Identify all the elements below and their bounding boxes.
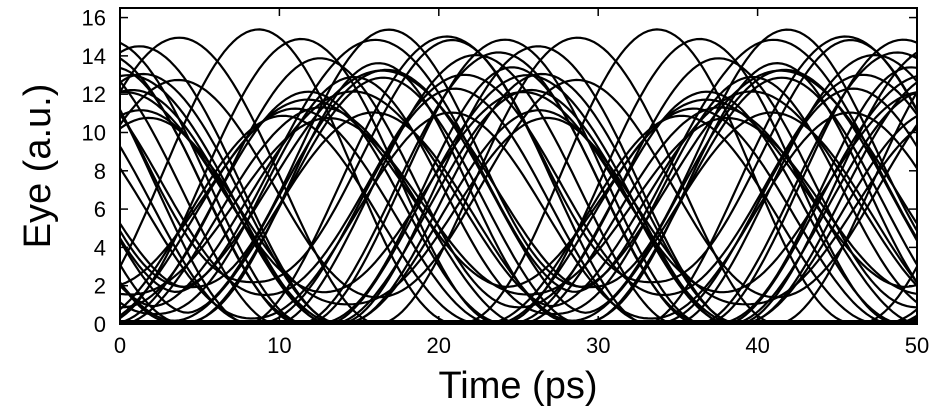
eye-trace — [120, 57, 917, 309]
x-tick-label: 30 — [586, 333, 610, 358]
eye-trace — [120, 28, 917, 289]
x-axis-title: Time (ps) — [438, 365, 597, 407]
eye-trace — [120, 37, 917, 324]
y-axis-ticks: 0 2 4 6 8 10 12 14 16 — [82, 6, 917, 337]
eye-trace — [120, 116, 917, 306]
x-tick-label: 10 — [267, 333, 291, 358]
y-tick-label: 0 — [94, 312, 106, 337]
eye-trace — [120, 38, 917, 324]
y-tick-label: 14 — [82, 44, 106, 69]
x-axis-ticks: 0 10 20 30 40 50 — [114, 8, 929, 358]
eye-trace — [120, 54, 917, 324]
eye-trace — [120, 76, 917, 324]
eye-trace — [120, 62, 917, 324]
eye-trace — [120, 69, 917, 289]
eye-trace — [120, 68, 917, 314]
y-tick-label: 10 — [82, 120, 106, 145]
eye-trace — [120, 88, 917, 324]
eye-trace — [120, 109, 917, 324]
eye-trace — [120, 90, 917, 308]
eye-traces — [120, 28, 917, 324]
eye-trace — [120, 45, 917, 324]
plot-frame — [119, 7, 918, 325]
y-tick-label: 6 — [94, 197, 106, 222]
eye-trace — [120, 51, 917, 324]
y-tick-label: 2 — [94, 274, 106, 299]
y-tick-label: 4 — [94, 235, 106, 260]
x-tick-label: 50 — [905, 333, 929, 358]
x-tick-label: 0 — [114, 333, 126, 358]
y-axis-title: Eye (a.u.) — [17, 84, 59, 249]
x-tick-label: 20 — [427, 333, 451, 358]
y-tick-label: 16 — [82, 6, 106, 31]
eye-trace — [120, 111, 917, 320]
eye-trace — [120, 74, 917, 324]
x-tick-label: 40 — [745, 333, 769, 358]
eye-trace — [120, 114, 917, 324]
y-tick-label: 12 — [82, 82, 106, 107]
eye-trace — [120, 38, 917, 284]
y-tick-label: 8 — [94, 159, 106, 184]
